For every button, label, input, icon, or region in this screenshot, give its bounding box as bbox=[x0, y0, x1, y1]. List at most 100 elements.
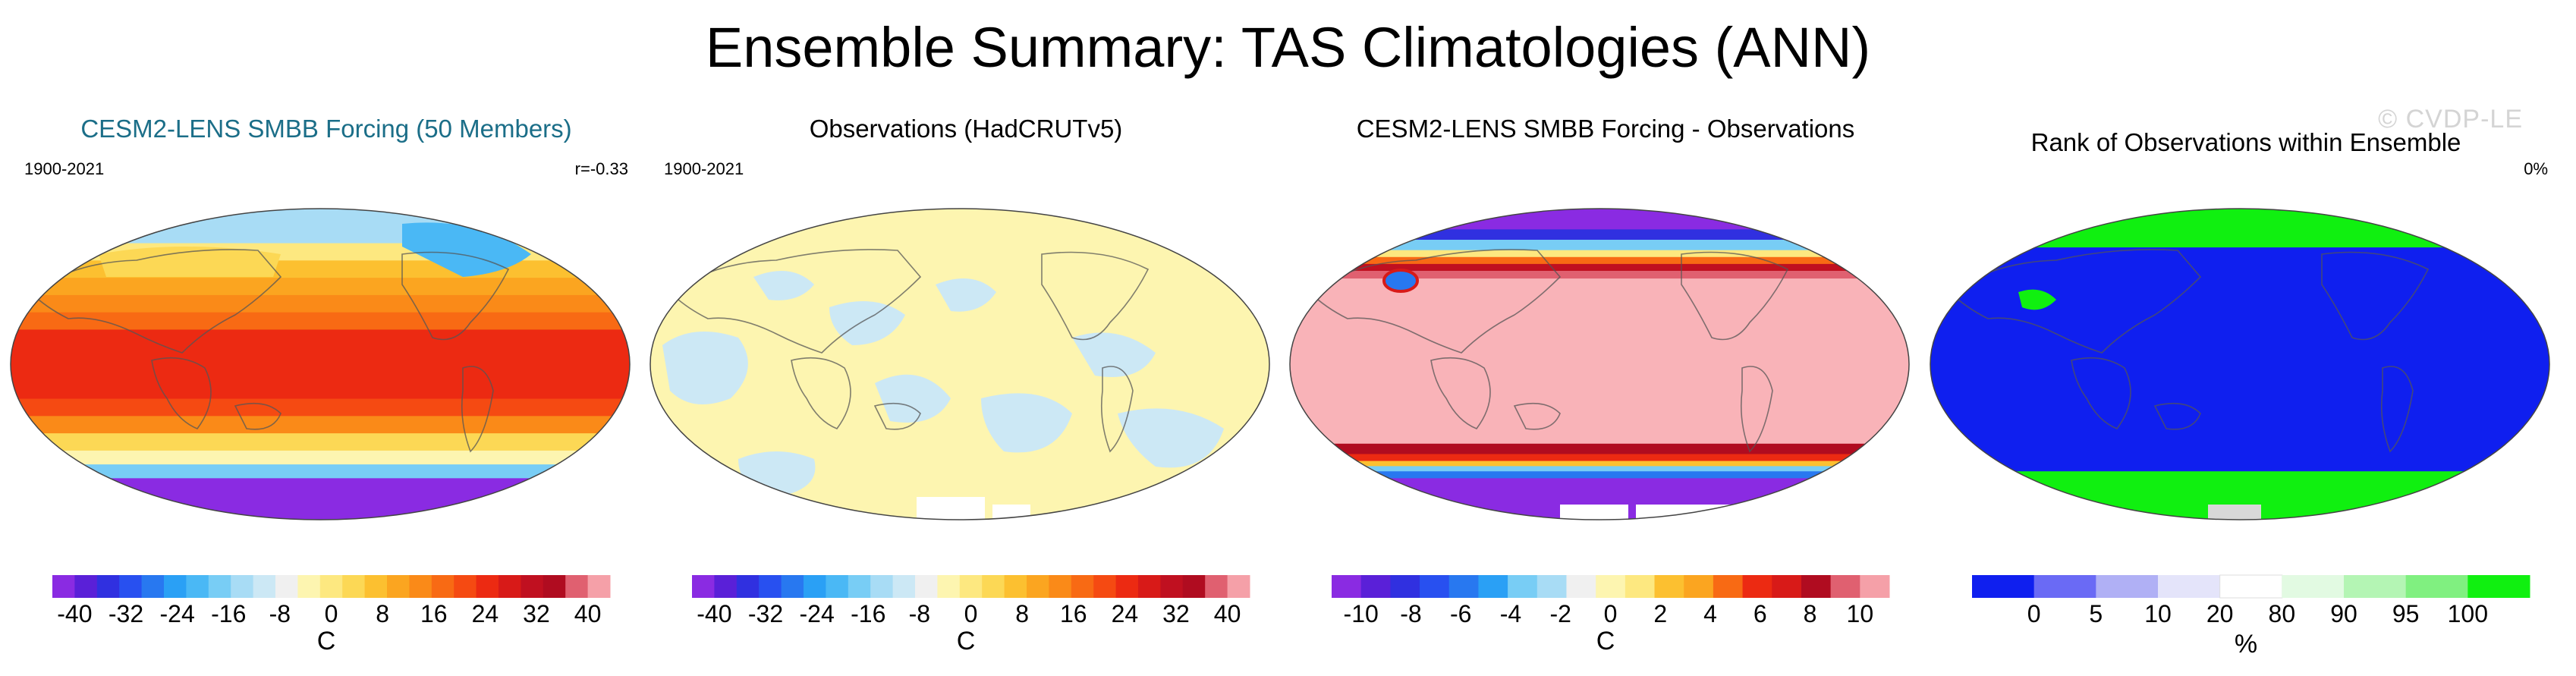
colorbar-cell bbox=[231, 575, 254, 598]
coastline bbox=[2321, 251, 2430, 341]
colorbar-cell bbox=[587, 575, 611, 598]
colorbar-title: % bbox=[2234, 630, 2258, 659]
colorbar: -40 -32 -24 -16 -8 0 8 16 24 32 40 bbox=[52, 575, 611, 627]
cool-anomaly-region bbox=[981, 393, 1072, 453]
difference-band bbox=[1290, 471, 1909, 479]
temperature-band bbox=[11, 433, 630, 451]
coastline bbox=[2153, 402, 2201, 430]
colorbar-tick-label: 32 bbox=[1162, 600, 1190, 627]
difference-band bbox=[1290, 229, 1909, 241]
coastline bbox=[151, 357, 212, 429]
difference-band bbox=[1290, 466, 1909, 473]
cool-anomaly-region bbox=[936, 278, 996, 312]
colorbar-cell bbox=[1071, 575, 1094, 598]
temperature-band bbox=[11, 312, 630, 331]
colorbar-cell bbox=[1360, 575, 1391, 598]
colorbar-cell bbox=[431, 575, 454, 598]
colorbar-cell bbox=[2096, 575, 2159, 598]
colorbar-cell bbox=[848, 575, 871, 598]
panel-title: Rank of Observations within Ensemble bbox=[2030, 128, 2461, 156]
colorbar-cell bbox=[892, 575, 916, 598]
cool-anomaly-region bbox=[1118, 408, 1224, 468]
colorbar-cell bbox=[1860, 575, 1890, 598]
missing-data-region bbox=[1560, 505, 1628, 520]
colorbar-tick-label: -2 bbox=[1550, 600, 1571, 627]
colorbar-cell bbox=[959, 575, 983, 598]
missing-data-region bbox=[992, 505, 1030, 520]
colorbar-tick-label: 0 bbox=[1604, 600, 1618, 627]
colorbar-cell bbox=[1713, 575, 1744, 598]
coastline bbox=[1741, 366, 1773, 453]
colorbar-cell bbox=[52, 575, 75, 598]
coastline bbox=[668, 249, 922, 354]
period-label: 1900-2021 bbox=[664, 159, 744, 178]
cool-anomaly-region bbox=[1072, 332, 1156, 377]
map-outline bbox=[10, 208, 631, 520]
colorbar-cell bbox=[870, 575, 894, 598]
cool-anomaly-region bbox=[662, 332, 748, 404]
colorbar-cell bbox=[141, 575, 165, 598]
coastline bbox=[1041, 251, 1150, 341]
colorbar-cell bbox=[692, 575, 715, 598]
colorbar-cell bbox=[499, 575, 521, 598]
difference-band bbox=[1290, 454, 1909, 462]
colorbar-cell bbox=[164, 575, 187, 598]
map-field bbox=[1290, 209, 1909, 520]
panel-title: CESM2-LENS SMBB Forcing (50 Members) bbox=[80, 115, 572, 143]
stat-label: 0% bbox=[2524, 159, 2548, 178]
temperature-band bbox=[11, 278, 630, 296]
colorbar-tick-label: 16 bbox=[1060, 600, 1087, 627]
figure-title: Ensemble Summary: TAS Climatologies (ANN… bbox=[705, 16, 1871, 79]
background-field bbox=[1930, 209, 2549, 520]
colorbar-tick-label: 5 bbox=[2089, 600, 2103, 627]
coastline bbox=[29, 249, 282, 354]
temperature-band bbox=[11, 398, 630, 417]
eurasia-region bbox=[99, 247, 281, 277]
colorbar-cell bbox=[543, 575, 566, 598]
colorbar-cell bbox=[1684, 575, 1714, 598]
colorbar-tick-label: -40 bbox=[697, 600, 731, 627]
coastline bbox=[461, 366, 494, 453]
colorbar-cell bbox=[454, 575, 477, 598]
colorbar-cell bbox=[1625, 575, 1656, 598]
colorbar-tick-label: 10 bbox=[2144, 600, 2172, 627]
colorbar-cell bbox=[1801, 575, 1832, 598]
colorbar-cell bbox=[275, 575, 298, 598]
colorbar-cell bbox=[1004, 575, 1027, 598]
missing-data-region bbox=[2208, 505, 2261, 520]
colorbar-cell bbox=[1332, 575, 1362, 598]
map-field bbox=[1930, 209, 2549, 520]
panel-model-climatology: CESM2-LENS SMBB Forcing (50 Members) 190… bbox=[8, 114, 645, 668]
coastline bbox=[873, 402, 921, 430]
missing-data-region bbox=[1636, 505, 1742, 520]
greenland-cold-region bbox=[402, 222, 531, 277]
coastline bbox=[401, 251, 510, 341]
stat-label: r=-0.33 bbox=[574, 159, 628, 178]
colorbar-cell bbox=[387, 575, 410, 598]
colorbar-tick-label: 10 bbox=[1847, 600, 1874, 627]
cool-anomaly-region bbox=[753, 271, 814, 300]
colorbar-tick-label: 20 bbox=[2206, 600, 2234, 627]
colorbar-tick-label: 0 bbox=[2027, 600, 2041, 627]
panel-title: CESM2-LENS SMBB Forcing - Observations bbox=[1356, 115, 1855, 143]
colorbar-cell bbox=[1420, 575, 1450, 598]
colorbar-tick-label: 24 bbox=[472, 600, 499, 627]
colorbar-cell bbox=[937, 575, 961, 598]
missing-data-region bbox=[917, 497, 985, 520]
colorbar-cell bbox=[2282, 575, 2345, 598]
colorbar-tick-label: -6 bbox=[1450, 600, 1471, 627]
colorbar-tick-label: -32 bbox=[748, 600, 783, 627]
difference-band bbox=[1290, 256, 1909, 265]
panel-observations: Observations (HadCRUTv5) 1900-2021 -40 -3… bbox=[647, 114, 1285, 668]
colorbar-tick-label: -24 bbox=[160, 600, 195, 627]
rank-patch bbox=[2018, 289, 2056, 310]
colorbar-cell bbox=[1508, 575, 1538, 598]
colorbar-cell bbox=[1536, 575, 1567, 598]
colorbar-tick-label: 0 bbox=[964, 600, 978, 627]
colorbar: -40 -32 -24 -16 -8 0 8 16 24 32 40 bbox=[692, 575, 1250, 627]
colorbar-cell bbox=[74, 575, 98, 598]
colorbar-cell bbox=[1772, 575, 1802, 598]
colorbar-cell bbox=[342, 575, 366, 598]
colorbar-tick-label: 16 bbox=[420, 600, 448, 627]
colorbar-tick-label: -40 bbox=[57, 600, 92, 627]
